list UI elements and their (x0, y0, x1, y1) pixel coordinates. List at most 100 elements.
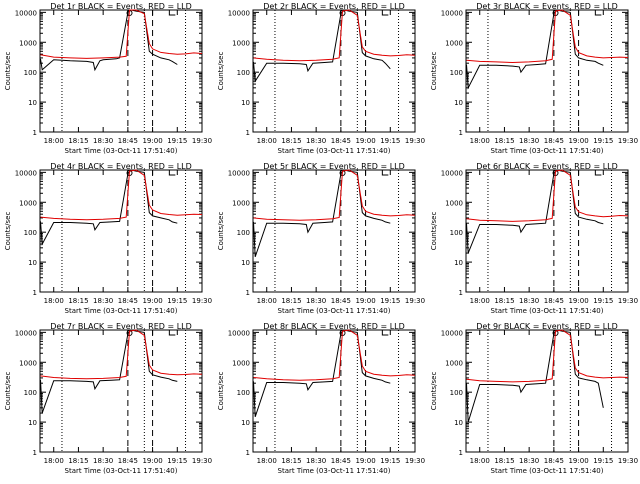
x-tick-label: 18:00 (257, 297, 277, 305)
x-tick-label: 18:15 (281, 297, 301, 305)
chart-title: Det 4r BLACK = Events, RED = LLD (50, 162, 192, 171)
panel-5: Det 5r BLACK = Events, RED = LLD Counts/s… (217, 162, 425, 315)
y-axis-label: Counts/sec (4, 372, 12, 411)
end-marker (594, 10, 602, 16)
y-tick-label: 1000 (19, 359, 37, 367)
y-tick-label: 10000 (228, 9, 250, 17)
x-tick-label: 19:00 (355, 457, 375, 465)
y-tick-label: 100 (24, 229, 37, 237)
x-tick-label: 19:30 (192, 137, 212, 145)
plot-frame (252, 9, 416, 133)
end-marker (594, 330, 602, 336)
x-axis-label: Start Time (03-Oct-11 17:51:40) (278, 147, 391, 155)
x-tick-label: 18:15 (281, 137, 301, 145)
panel-4: Det 4r BLACK = Events, RED = LLD Counts/s… (4, 162, 212, 315)
x-tick-label: 18:30 (519, 457, 539, 465)
y-tick-label: 10 (241, 99, 250, 107)
series-events-line (466, 9, 604, 90)
series-lld-line (253, 329, 416, 381)
x-tick-label: 18:30 (93, 137, 113, 145)
x-tick-label: 19:30 (405, 297, 425, 305)
chart-title: Det 2r BLACK = Events, RED = LLD (263, 2, 405, 11)
y-tick-label: 1000 (19, 199, 37, 207)
y-tick-label: 1000 (445, 199, 463, 207)
x-tick-label: 19:15 (593, 137, 613, 145)
x-tick-label: 19:00 (355, 137, 375, 145)
x-tick-label: 18:00 (470, 297, 490, 305)
end-marker (381, 10, 389, 16)
series-events-line (40, 169, 178, 246)
chart-title: Det 9r BLACK = Events, RED = LLD (476, 322, 618, 331)
x-tick-label: 18:45 (118, 297, 138, 305)
y-tick-label: 1 (246, 289, 250, 297)
plot-frame (252, 169, 416, 293)
y-tick-label: 1 (246, 449, 250, 457)
series-events-line (253, 329, 391, 417)
x-tick-label: 19:30 (192, 457, 212, 465)
x-tick-label: 18:00 (44, 137, 64, 145)
y-tick-label: 1 (33, 289, 37, 297)
x-axis-label: Start Time (03-Oct-11 17:51:40) (491, 147, 604, 155)
y-tick-label: 10 (454, 99, 463, 107)
series-events-line (40, 9, 178, 72)
series-lld-line (40, 329, 203, 380)
y-tick-label: 10 (28, 259, 37, 267)
y-tick-label: 10 (241, 419, 250, 427)
x-tick-label: 18:45 (544, 297, 564, 305)
chart-title: Det 3r BLACK = Events, RED = LLD (476, 2, 618, 11)
y-axis-label: Counts/sec (217, 372, 225, 411)
end-marker (381, 330, 389, 336)
end-marker (168, 10, 176, 16)
x-tick-label: 19:15 (167, 457, 187, 465)
panel-9: Det 9r BLACK = Events, RED = LLD Counts/s… (430, 322, 638, 475)
x-tick-label: 19:15 (380, 137, 400, 145)
x-axis-label: Start Time (03-Oct-11 17:51:40) (491, 307, 604, 315)
y-tick-label: 10 (28, 99, 37, 107)
x-tick-label: 18:00 (470, 137, 490, 145)
y-tick-label: 1000 (19, 39, 37, 47)
y-tick-label: 10000 (228, 329, 250, 337)
x-axis-label: Start Time (03-Oct-11 17:51:40) (278, 467, 391, 475)
x-tick-label: 18:30 (306, 457, 326, 465)
y-tick-label: 10000 (441, 9, 463, 17)
y-tick-label: 100 (450, 69, 463, 77)
x-tick-label: 19:30 (405, 137, 425, 145)
plot-frame (465, 9, 629, 133)
x-tick-label: 18:45 (118, 137, 138, 145)
x-tick-label: 18:45 (331, 457, 351, 465)
x-tick-label: 19:15 (167, 297, 187, 305)
x-tick-label: 18:15 (68, 457, 88, 465)
x-tick-label: 18:00 (257, 457, 277, 465)
y-tick-label: 10 (454, 259, 463, 267)
x-tick-label: 19:30 (192, 297, 212, 305)
x-tick-label: 19:00 (568, 297, 588, 305)
x-axis-label: Start Time (03-Oct-11 17:51:40) (278, 307, 391, 315)
y-tick-label: 1000 (445, 39, 463, 47)
x-tick-label: 18:45 (331, 297, 351, 305)
x-tick-label: 19:30 (618, 137, 638, 145)
x-tick-label: 19:00 (355, 297, 375, 305)
y-axis-label: Counts/sec (4, 52, 12, 91)
x-tick-label: 19:00 (568, 457, 588, 465)
y-tick-label: 10000 (15, 9, 37, 17)
x-tick-label: 18:30 (306, 297, 326, 305)
plot-frame (465, 169, 629, 293)
chart-title: Det 8r BLACK = Events, RED = LLD (263, 322, 405, 331)
series-events-line (253, 169, 391, 257)
x-axis-label: Start Time (03-Oct-11 17:51:40) (65, 467, 178, 475)
y-axis-label: Counts/sec (430, 372, 438, 411)
x-tick-label: 18:00 (470, 457, 490, 465)
y-tick-label: 1 (33, 129, 37, 137)
end-marker (168, 330, 176, 336)
y-tick-label: 10 (454, 419, 463, 427)
y-tick-label: 1 (246, 129, 250, 137)
x-tick-label: 18:00 (257, 137, 277, 145)
x-tick-label: 19:30 (618, 457, 638, 465)
x-tick-label: 19:00 (142, 297, 162, 305)
y-tick-label: 100 (24, 389, 37, 397)
series-lld-line (40, 169, 203, 221)
y-tick-label: 1 (33, 449, 37, 457)
x-tick-label: 18:30 (519, 297, 539, 305)
x-tick-label: 19:30 (405, 457, 425, 465)
y-tick-label: 10000 (441, 329, 463, 337)
